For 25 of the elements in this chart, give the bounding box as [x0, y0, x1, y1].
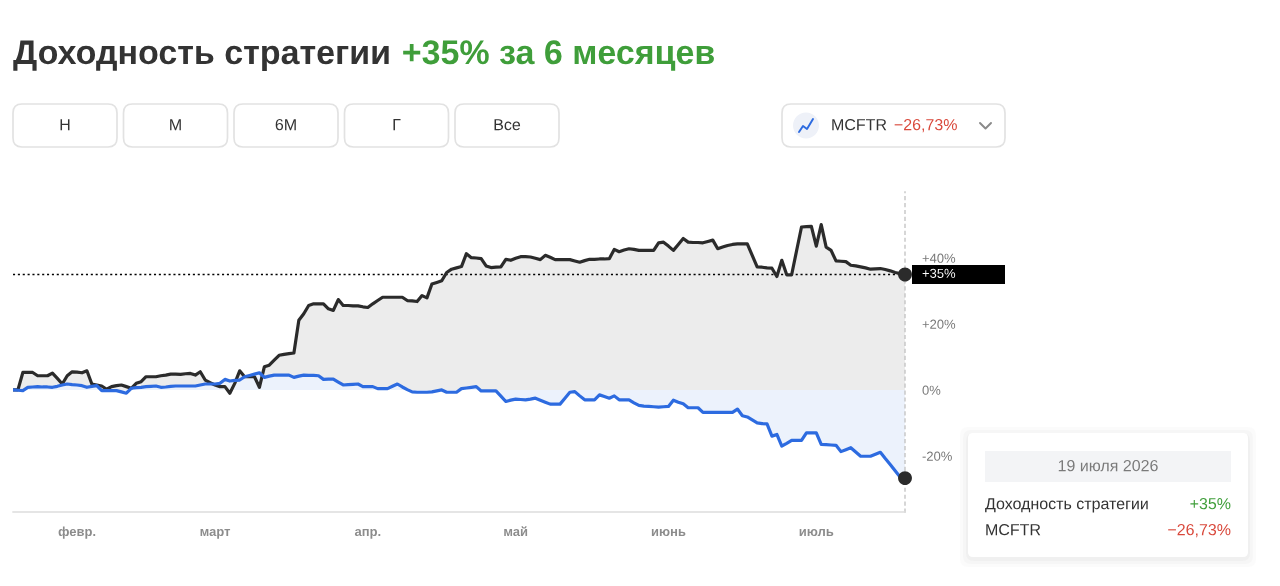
- text: −26,73%: [894, 118, 957, 133]
- text: Все: [494, 119, 521, 131]
- x-tick-label: март: [200, 528, 231, 539]
- chart-subtitle: +35% за 6 месяцев: [403, 40, 714, 71]
- y-tick-label: +40%: [922, 253, 956, 263]
- text: −26,73%: [1168, 523, 1231, 538]
- y-tick-label: +20%: [922, 319, 956, 329]
- x-tick-label: июль: [799, 528, 834, 537]
- x-tick-label: апр.: [354, 528, 381, 539]
- x-tick-label: май: [504, 526, 528, 537]
- text: 6М: [275, 118, 296, 131]
- chart-title: Доходность стратегии: [13, 40, 389, 72]
- x-tick-label: июнь: [651, 528, 686, 537]
- x-tick-label: февр.: [58, 526, 96, 539]
- text: Г: [393, 119, 401, 131]
- y-tick-label: -20%: [922, 451, 952, 461]
- ref-line-label: +35%: [922, 268, 956, 278]
- legend-label: MCFTR: [832, 118, 887, 131]
- text: +35%: [1190, 497, 1231, 510]
- text: 19 июля 2026: [1058, 459, 1158, 472]
- y-tick-label: 0%: [922, 385, 941, 395]
- text: М: [170, 119, 181, 131]
- text: Доходность стратегии: [985, 498, 1148, 513]
- text: Н: [60, 119, 70, 131]
- text: MCFTR: [986, 523, 1041, 536]
